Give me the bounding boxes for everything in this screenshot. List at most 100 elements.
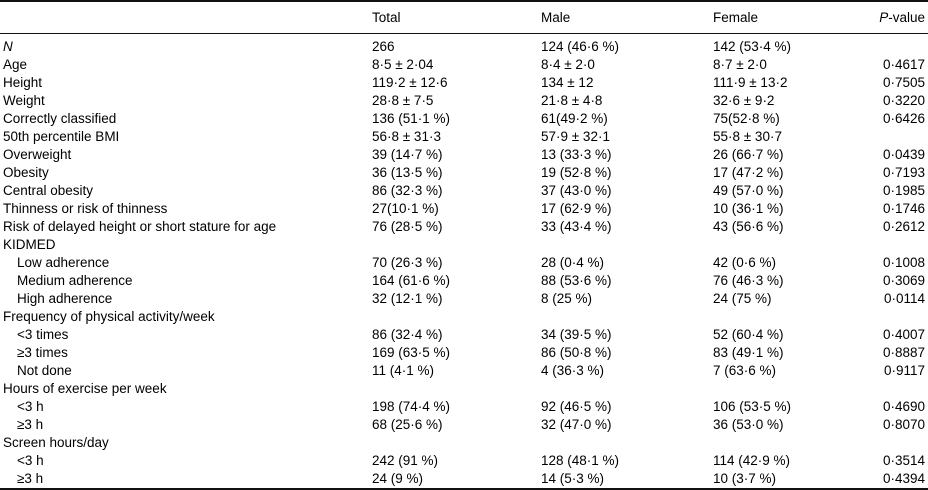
cell-female: 17 (47·2 %)	[713, 165, 784, 180]
cell-pvalue: 0·4007	[882, 327, 925, 342]
cell-total: 68 (25·6 %)	[372, 417, 443, 432]
cell-total	[372, 236, 541, 254]
cell-pvalue: 0·4617	[882, 57, 925, 72]
cell-female: 75(52·8 %)	[713, 111, 780, 126]
cell-female: 76 (46·3 %)	[713, 273, 784, 288]
cell-female: 106 (53·5 %)	[713, 399, 792, 414]
cell-total: 136 (51·1 %)	[372, 111, 451, 126]
table-row: Risk of delayed height or short stature …	[0, 218, 928, 236]
cell-total: 39 (14·7 %)	[372, 147, 443, 162]
table-row: Hours of exercise per week	[0, 380, 928, 398]
row-label: <3 h	[17, 453, 44, 468]
cell-total: 198 (74·4 %)	[372, 399, 451, 414]
cell-male	[541, 308, 713, 326]
col-header-female: Female	[713, 1, 838, 34]
table-header: Total Male Female P-value	[0, 1, 928, 34]
cell-pvalue	[838, 128, 928, 146]
row-label: Overweight	[3, 147, 72, 162]
row-label: ≥3 times	[17, 345, 68, 360]
table-row: Low adherence 70 (26·3 %) 28 (0·4 %) 42 (0·…	[0, 254, 928, 272]
cell-pvalue: 0·0114	[883, 291, 925, 306]
row-label: Screen hours/day	[3, 435, 109, 450]
cell-female: 24 (75 %)	[713, 291, 772, 306]
cell-male	[541, 434, 713, 452]
cell-female: 32·6 ± 9·2	[713, 93, 775, 108]
cell-female: 42 (0·6 %)	[713, 255, 777, 270]
cell-male: 28 (0·4 %)	[541, 255, 605, 270]
row-label: Weight	[3, 93, 45, 108]
row-label: ≥3 h	[17, 417, 44, 432]
cell-male: 17 (62·9 %)	[541, 201, 612, 216]
table-row: Correctly classified 136 (51·1 %) 61(49·2 …	[0, 110, 928, 128]
cell-female: 26 (66·7 %)	[713, 147, 784, 162]
cell-total	[372, 380, 541, 398]
row-label: Medium adherence	[17, 273, 133, 288]
cell-female: 8·7 ± 2·0	[713, 57, 767, 72]
table-row: ≥3 h 68 (25·6 %) 32 (47·0 %) 36 (53·0 %) 0·8…	[0, 416, 928, 434]
cell-male: 21·8 ± 4·8	[541, 93, 603, 108]
cell-male: 19 (52·8 %)	[541, 165, 612, 180]
cell-pvalue	[838, 434, 928, 452]
cell-total: 27(10·1 %)	[372, 201, 439, 216]
table-row: High adherence 32 (12·1 %) 8 (25 %) 24 (75 …	[0, 290, 928, 308]
cell-pvalue: 0·3069	[882, 273, 925, 288]
cell-total: 242 (91 %)	[372, 453, 439, 468]
table-row: <3 h 242 (91 %) 128 (48·1 %) 114 (42·9 %) 0·…	[0, 452, 928, 470]
cell-total: 28·8 ± 7·5	[372, 93, 434, 108]
pvalue-header-italic-part: P	[879, 10, 889, 25]
cell-total: 70 (26·3 %)	[372, 255, 443, 270]
cell-male: 34 (39·5 %)	[541, 327, 612, 342]
row-label: Thinness or risk of thinness	[3, 201, 168, 216]
row-label: Not done	[17, 363, 72, 378]
col-header-pvalue: P-value	[838, 1, 928, 34]
cell-total	[372, 308, 541, 326]
cell-male: 8·4 ± 2·0	[541, 57, 595, 72]
cell-total	[372, 434, 541, 452]
cell-pvalue: 0·1985	[882, 183, 925, 198]
cell-male: 61(49·2 %)	[541, 111, 608, 126]
cell-pvalue	[838, 380, 928, 398]
row-label: <3 times	[17, 327, 69, 342]
cell-male: 4 (36·3 %)	[541, 363, 605, 378]
cell-female: 114 (42·9 %)	[713, 453, 791, 468]
row-label: High adherence	[17, 291, 113, 306]
cell-pvalue: 0·4394	[882, 471, 925, 486]
cell-male: 13 (33·3 %)	[541, 147, 612, 162]
col-header-male: Male	[541, 1, 713, 34]
table-row: Central obesity 86 (32·3 %) 37 (43·0 %) 49 …	[0, 182, 928, 200]
cell-total: 266	[372, 39, 395, 54]
cell-pvalue: 0·4690	[882, 399, 925, 414]
cell-total: 169 (63·5 %)	[372, 345, 451, 360]
header-row: Total Male Female P-value	[0, 1, 928, 34]
cell-male: 57·9 ± 32·1	[541, 129, 610, 144]
row-label: <3 h	[17, 399, 44, 414]
cell-female: 7 (63·6 %)	[713, 363, 777, 378]
cell-male	[541, 380, 713, 398]
row-label: N	[3, 39, 13, 54]
cell-female: 142 (53·4 %)	[713, 39, 792, 54]
table-body: N 266 124 (46·6 %) 142 (53·4 %) Age 8·5 ± 2·0…	[0, 34, 928, 490]
cell-male: 128 (48·1 %)	[541, 453, 620, 468]
table-row: N 266 124 (46·6 %) 142 (53·4 %)	[0, 34, 928, 57]
table-row: 50th percentile BMI 56·8 ± 31·3 57·9 ± 32·…	[0, 128, 928, 146]
row-label: Correctly classified	[3, 111, 117, 126]
table-row: ≥3 h 24 (9 %) 14 (5·3 %) 10 (3·7 %) 0·4394	[0, 470, 928, 489]
table-row: Obesity 36 (13·5 %) 19 (52·8 %) 17 (47·2 %)…	[0, 164, 928, 182]
row-label: Frequency of physical activity/week	[3, 309, 215, 324]
cell-male: 88 (53·6 %)	[541, 273, 612, 288]
cell-total: 24 (9 %)	[372, 471, 424, 486]
cell-female: 83 (49·1 %)	[713, 345, 784, 360]
cell-female: 10 (36·1 %)	[713, 201, 784, 216]
cell-pvalue: 0·9117	[883, 363, 925, 378]
row-label: Height	[3, 75, 43, 90]
cell-pvalue	[838, 34, 928, 57]
cell-female	[713, 434, 838, 452]
cell-female: 111·9 ± 13·2	[713, 75, 788, 90]
table-row: Screen hours/day	[0, 434, 928, 452]
row-label: 50th percentile BMI	[3, 129, 120, 144]
table-row: Medium adherence 164 (61·6 %) 88 (53·6 %) 7…	[0, 272, 928, 290]
cell-male: 8 (25 %)	[541, 291, 593, 306]
cell-total: 8·5 ± 2·04	[372, 57, 434, 72]
